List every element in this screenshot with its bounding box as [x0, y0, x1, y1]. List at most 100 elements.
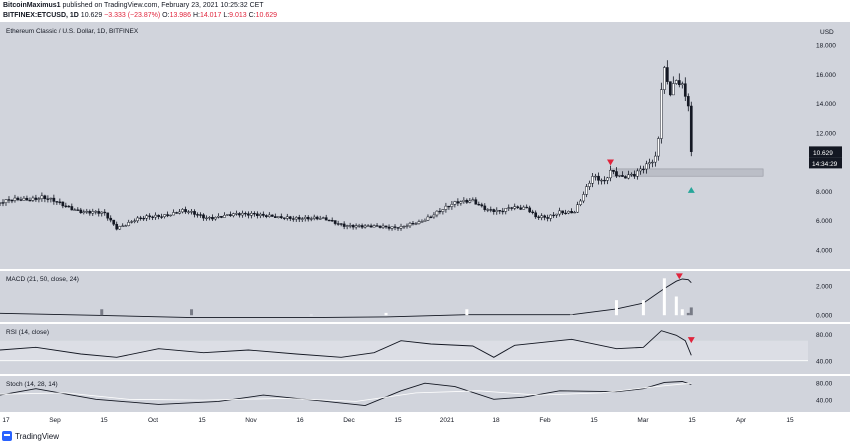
candle-body [564, 212, 567, 215]
countdown-tag [809, 157, 842, 169]
candle-body [214, 216, 217, 220]
macd-histogram-bar [570, 314, 574, 316]
x-tick-label: 15 [590, 417, 598, 424]
ohlc-open: 13.986 [169, 12, 191, 19]
candle-body [612, 169, 615, 172]
candle-body [459, 201, 463, 204]
candle-body [534, 212, 538, 218]
main-chart-title: Ethereum Classic / U.S. Dollar, 1D, BITF… [6, 28, 139, 35]
candle-body [351, 225, 355, 228]
candle-body [498, 210, 502, 212]
candle-body [489, 209, 493, 211]
candle-body [172, 212, 175, 216]
candle-body [247, 213, 250, 216]
indicator-y-tick: 40.00 [816, 397, 833, 404]
candle-body [238, 213, 241, 216]
x-tick-label: 16 [296, 417, 304, 424]
candle-body [10, 199, 14, 202]
candle-body [4, 199, 8, 203]
candle-body [525, 206, 529, 209]
candle-body [142, 217, 145, 220]
candle-body [232, 213, 235, 217]
candle-body [603, 179, 606, 182]
candle-body [357, 225, 361, 227]
candle-body [49, 197, 53, 200]
author-name[interactable]: BitcoinMaximus1 [3, 2, 61, 9]
candle-body [336, 223, 340, 225]
candle-body [226, 214, 229, 216]
candle-body [115, 223, 119, 230]
y-tick-label: 6.000 [816, 218, 833, 225]
candle-body [683, 83, 687, 97]
candle-body [654, 155, 657, 163]
candle-body [627, 174, 630, 179]
x-tick-label: Apr [736, 417, 747, 424]
x-tick-label: 15 [688, 417, 696, 424]
candle-body [348, 225, 352, 227]
candle-body [680, 83, 684, 86]
indicator-y-tick: 80.00 [816, 332, 833, 339]
candle-body [220, 215, 223, 218]
candle-body [309, 218, 313, 220]
y-axis-unit: USD [820, 29, 834, 36]
rsi-band [0, 340, 808, 361]
candle-body [435, 210, 439, 216]
candle-body [300, 218, 304, 220]
macd-histogram-bar [686, 312, 690, 316]
ohlc-close-label: C: [248, 12, 256, 19]
panel-bg-1 [0, 271, 808, 322]
candle-body [378, 225, 382, 228]
x-tick-label: 15 [100, 417, 108, 424]
y-tick-label: 4.000 [816, 247, 833, 254]
candle-body [660, 89, 663, 139]
candle-body [405, 225, 409, 227]
candle-body [145, 215, 148, 219]
candle-body [522, 206, 526, 210]
candle-body [513, 206, 517, 209]
candle-body [387, 226, 391, 229]
candle-body [453, 201, 457, 205]
current-price-tag [809, 146, 842, 158]
candle-body [285, 216, 289, 219]
candle-body [339, 223, 343, 225]
indicator-bearish-marker-icon [687, 337, 695, 344]
candle-body [474, 199, 478, 205]
candle-body [636, 170, 639, 177]
candle-body [282, 217, 286, 219]
candle-body [372, 225, 376, 228]
bearish-marker-icon [606, 159, 614, 166]
candle-body [178, 211, 181, 214]
candle-body [103, 211, 107, 214]
candle-body [531, 211, 535, 214]
candle-body [261, 213, 265, 216]
candle-body [85, 211, 89, 213]
candle-body [19, 199, 23, 201]
candle-body [501, 210, 505, 213]
candle-body [303, 216, 307, 219]
candle-body [585, 186, 588, 195]
tradingview-footer[interactable]: TradingView [2, 431, 59, 441]
chart-frame[interactable]: 17 Sep 15 Oct 15 Nov 16 Dec 15 2021 18 Feb 15 Mar 15 Ap… [0, 22, 850, 430]
candle-body [154, 214, 157, 218]
candle-body [199, 214, 202, 216]
candle-body [244, 212, 247, 215]
candle-body [294, 217, 298, 220]
candle-body [273, 216, 277, 218]
candle-body [250, 213, 253, 216]
publication-line: BitcoinMaximus1 published on TradingView… [3, 2, 264, 9]
candle-body [169, 214, 172, 217]
candle-body [70, 206, 74, 211]
ohlc-open-label: O: [162, 12, 170, 19]
current-price-label: 10.629 [813, 150, 833, 157]
candle-body [181, 209, 184, 213]
candle-body [417, 221, 421, 224]
candle-body [52, 197, 56, 202]
candle-body [420, 221, 424, 223]
candle-body [223, 214, 226, 218]
indicator-bearish-marker-icon [675, 273, 683, 280]
candle-body [40, 195, 44, 199]
candle-body [297, 217, 301, 220]
chart-svg[interactable]: 17 Sep 15 Oct 15 Nov 16 Dec 15 2021 18 Feb 15 Mar 15 Ap… [0, 22, 850, 430]
macd-histogram-bar [689, 307, 693, 316]
candle-body [510, 207, 514, 209]
